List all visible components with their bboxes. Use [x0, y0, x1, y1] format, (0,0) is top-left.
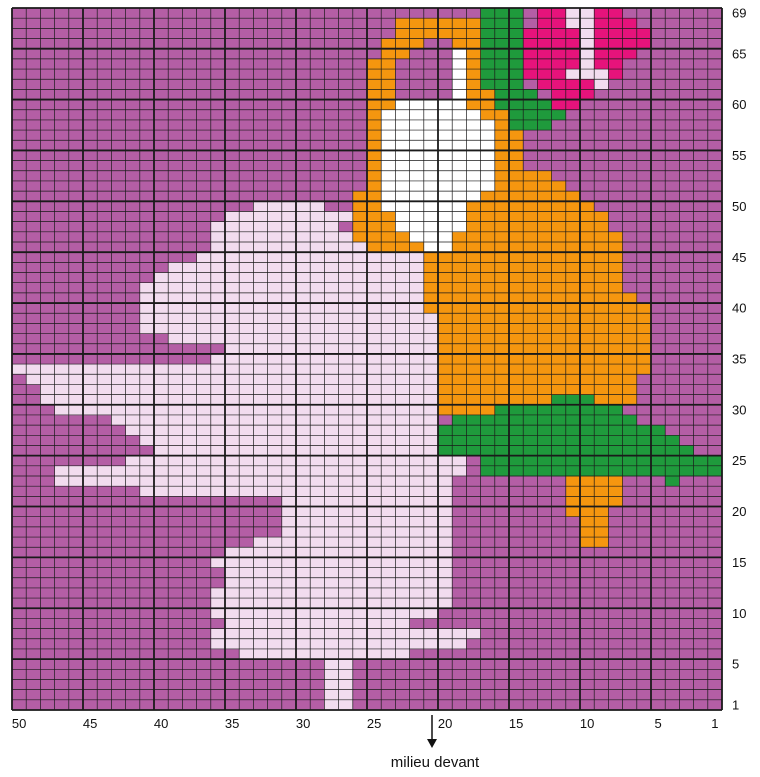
green-cells [480, 58, 524, 70]
pale-pink-cells [54, 404, 438, 416]
y-tick-label: 5 [732, 657, 739, 672]
orange-cells [423, 384, 637, 395]
green-cells [551, 394, 595, 406]
pale-pink-cells [580, 48, 595, 60]
green-cells [480, 38, 524, 49]
x-tick-label: 25 [367, 716, 381, 731]
orange-cells [395, 292, 637, 304]
pale-pink-cells [210, 221, 339, 233]
pale-pink-cells [580, 38, 595, 49]
green-cells [438, 435, 680, 446]
green-cells [480, 28, 524, 39]
x-tick-label: 45 [83, 716, 97, 731]
orange-cells [565, 506, 609, 517]
pale-pink-cells [210, 557, 453, 568]
center-arrow [427, 715, 437, 748]
background-cells [409, 48, 453, 60]
green-cells [480, 8, 524, 19]
y-tick-label: 55 [732, 148, 746, 163]
x-axis-labels: 50 45 40 35 30 25 20 15 10 5 1 [12, 716, 719, 731]
orange-cells [395, 28, 495, 39]
pale-pink-cells [26, 374, 438, 385]
pale-pink-cells [565, 69, 609, 80]
green-cells [494, 89, 538, 100]
pale-pink-cells [253, 201, 325, 212]
pale-pink-cells [111, 414, 439, 426]
pale-pink-cells [210, 598, 453, 609]
y-tick-label: 1 [732, 697, 739, 712]
center-front-label: milieu devant [390, 754, 480, 771]
pale-pink-cells [580, 28, 595, 39]
white-cells [395, 99, 467, 111]
pale-pink-cells [225, 343, 438, 355]
x-tick-label: 15 [509, 716, 523, 731]
pale-pink-cells [210, 628, 481, 640]
y-tick-label: 10 [732, 606, 746, 621]
orange-cells [352, 201, 595, 212]
magenta-cells [594, 48, 637, 60]
green-cells [452, 414, 637, 426]
magenta-cells [551, 89, 595, 100]
y-tick-label: 60 [732, 97, 746, 112]
x-tick-label: 5 [654, 716, 661, 731]
green-cells [480, 18, 524, 29]
pale-pink-cells [225, 211, 353, 222]
white-cells [409, 231, 453, 243]
green-cells [480, 48, 524, 60]
green-cells [665, 476, 680, 487]
y-tick-label: 40 [732, 301, 746, 316]
y-tick-label: 45 [732, 250, 746, 265]
y-tick-label: 35 [732, 352, 746, 367]
pale-pink-cells [139, 323, 439, 334]
x-tick-label: 1 [711, 716, 718, 731]
y-tick-label: 50 [732, 199, 746, 214]
pale-pink-cells [594, 79, 609, 90]
pale-pink-cells [139, 435, 439, 446]
pale-pink-cells [168, 333, 438, 345]
white-cells [395, 221, 467, 233]
orange-cells [423, 374, 637, 385]
y-axis-labels: 69 65 60 55 50 45 40 35 30 25 20 15 10 5 1 [732, 6, 746, 713]
orange-cells [352, 231, 623, 243]
white-cells [381, 109, 481, 121]
green-cells [509, 119, 552, 131]
x-tick-label: 35 [225, 716, 239, 731]
green-cells [494, 99, 566, 111]
grid-lines [11, 7, 723, 711]
green-cells [480, 465, 722, 477]
green-cells [480, 455, 722, 467]
x-tick-label: 50 [12, 716, 26, 731]
y-tick-label: 20 [732, 504, 746, 519]
pale-pink-cells [580, 58, 595, 70]
y-tick-label: 25 [732, 453, 746, 468]
y-tick-label: 15 [732, 555, 746, 570]
x-tick-label: 10 [580, 716, 594, 731]
y-tick-label: 30 [732, 402, 746, 417]
x-tick-label: 40 [154, 716, 168, 731]
center-arrow-head [427, 739, 437, 748]
white-cells [395, 211, 467, 222]
magenta-cells [594, 18, 637, 29]
white-cells [381, 191, 481, 202]
green-cells [480, 79, 524, 90]
pale-pink-cells [54, 465, 467, 477]
x-tick-label: 20 [438, 716, 452, 731]
pale-pink-cells [154, 272, 424, 283]
pale-pink-cells [139, 313, 439, 324]
y-tick-label: 69 [732, 6, 746, 21]
pale-pink-cells [225, 618, 410, 629]
x-tick-label: 30 [296, 716, 310, 731]
pale-pink-cells [210, 242, 367, 253]
green-cells [480, 69, 524, 80]
orange-cells [395, 18, 495, 29]
orange-cells [352, 242, 623, 253]
green-cells [494, 404, 623, 416]
y-tick-label: 65 [732, 46, 746, 61]
orange-cells [423, 394, 637, 406]
pale-pink-cells [210, 587, 453, 599]
